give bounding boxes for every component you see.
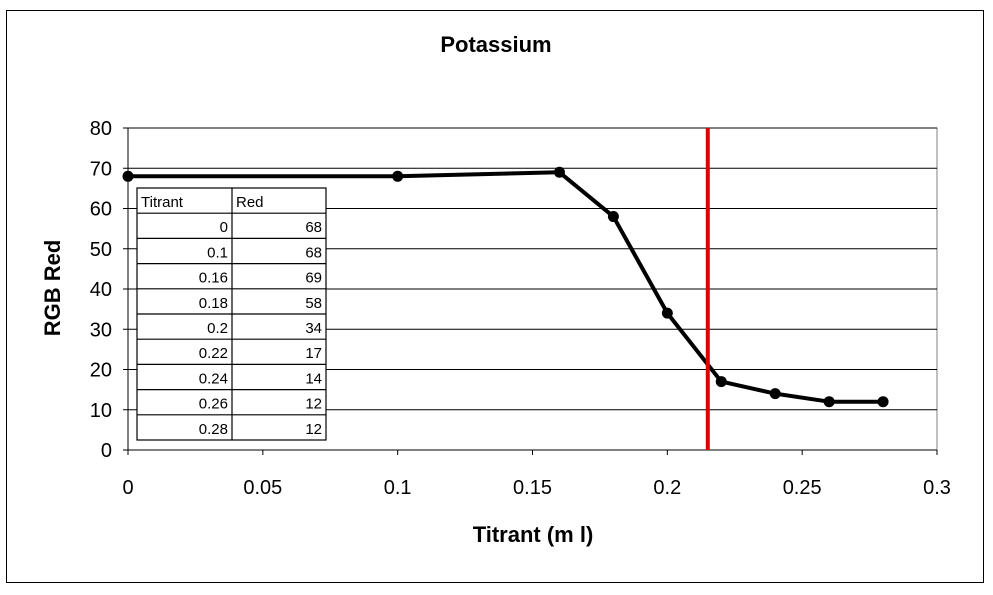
data-table-cell-titrant: 0.16 — [199, 270, 228, 287]
data-point — [607, 211, 619, 223]
data-table-cell-red: 12 — [305, 396, 322, 413]
data-point — [661, 307, 673, 319]
y-tick-label-40: 40 — [90, 279, 112, 301]
x-tick-label-0.3: 0.3 — [923, 477, 951, 499]
y-tick-label-70: 70 — [90, 158, 112, 180]
data-table-header-red: Red — [236, 194, 264, 211]
y-tick-label-60: 60 — [90, 199, 112, 221]
x-tick-label-0.05: 0.05 — [243, 477, 282, 499]
data-table: Titrant Red 0 68 0.1 68 0.16 69 0.18 58 0.2 34 0.22 1… — [136, 187, 327, 441]
data-point — [823, 396, 835, 408]
data-point — [769, 388, 781, 400]
y-axis-label: RGB Red — [40, 240, 65, 337]
x-tick-label-0.15: 0.15 — [513, 477, 552, 499]
data-table-cell-titrant: 0 — [220, 219, 228, 236]
data-point — [122, 170, 134, 182]
data-table-header-titrant: Titrant — [141, 194, 184, 211]
x-tick-label-0.2: 0.2 — [653, 477, 681, 499]
y-tick-label-80: 80 — [90, 118, 112, 140]
data-point — [553, 166, 565, 178]
y-tick-label-10: 10 — [90, 400, 112, 422]
data-table-cell-titrant: 0.26 — [199, 396, 228, 413]
x-axis-label: Titrant (m l) — [473, 522, 594, 547]
y-tick-label-30: 30 — [90, 319, 112, 341]
y-tick-label-0: 0 — [101, 440, 112, 462]
data-table-cell-titrant: 0.2 — [207, 320, 228, 337]
data-table-cell-red: 68 — [305, 244, 322, 261]
chart-title: Potassium — [440, 32, 551, 57]
data-table-cell-red: 69 — [305, 270, 322, 287]
data-table-cell-titrant: 0.24 — [199, 370, 228, 387]
data-table-cell-titrant: 0.18 — [199, 295, 228, 312]
data-table-cell-titrant: 0.1 — [207, 244, 228, 261]
x-tick-label-0: 0 — [122, 477, 133, 499]
x-tick-label-0.1: 0.1 — [384, 477, 412, 499]
data-table-cell-red: 12 — [305, 421, 322, 438]
data-table-cell-red: 68 — [305, 219, 322, 236]
data-table-cell-red: 58 — [305, 295, 322, 312]
data-table-cell-red: 34 — [305, 320, 322, 337]
data-point — [877, 396, 889, 408]
y-tick-label-20: 20 — [90, 360, 112, 382]
y-tick-label-50: 50 — [90, 239, 112, 261]
x-tick-label-0.25: 0.25 — [783, 477, 822, 499]
data-point — [392, 170, 404, 182]
data-table-cell-titrant: 0.22 — [199, 345, 228, 362]
data-point — [715, 376, 727, 388]
data-table-cell-red: 14 — [305, 370, 322, 387]
data-table-cell-red: 17 — [305, 345, 322, 362]
data-table-cell-titrant: 0.28 — [199, 421, 228, 438]
